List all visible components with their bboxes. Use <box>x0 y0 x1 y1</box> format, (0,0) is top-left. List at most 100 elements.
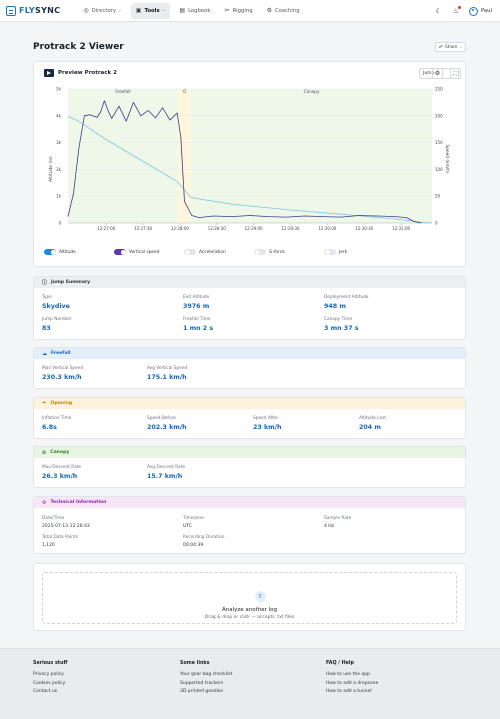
footer-link[interactable]: Your gear bag checklist <box>180 672 233 677</box>
field-label: Speed After <box>253 416 279 421</box>
field-value: 202.3 km/h <box>147 424 187 431</box>
field-value: 23 km/h <box>253 424 282 431</box>
y-left-tick-label: 0 <box>58 221 61 226</box>
brand-logo[interactable]: FLYSYNC <box>6 5 60 16</box>
footer-heading: FAQ / Help <box>326 661 354 666</box>
nav-item-tools[interactable]: ▣ Tools ⌄ <box>130 2 171 19</box>
nav-menu: ◎ Directory ⌄ ▣ Tools ⌄ ▤ Logbook ✂ Rigg… <box>78 0 308 22</box>
logo-icon <box>6 5 16 16</box>
field-sample-rate: Sample Rate 4 Hz <box>324 516 351 529</box>
y-left-tick-label: 2k <box>56 167 62 172</box>
top-nav: FLYSYNC ◎ Directory ⌄ ▣ Tools ⌄ ▤ Logboo… <box>0 0 500 22</box>
field-label: Avg Vertical Speed <box>147 366 188 371</box>
brand-name: FLYSYNC <box>19 6 60 15</box>
jump-summary-card: ⓘ Jump Summary Type Skydive Exit Altitude… <box>33 276 466 340</box>
x-tick-label: 12:28:00 <box>171 226 189 231</box>
field-label: Date/Time <box>42 516 65 521</box>
page-title: Protrack 2 Viewer <box>33 42 124 52</box>
x-tick-label: 12:30:30 <box>355 226 373 231</box>
section-header: ⓘ Jump Summary <box>34 277 465 288</box>
y-left-tick-label: 1k <box>56 194 62 199</box>
switch <box>184 249 196 255</box>
nav-item-label: Directory <box>91 7 117 14</box>
field-jump-number: Jump Number 83 <box>42 317 72 332</box>
nav-item-logbook[interactable]: ▤ Logbook <box>174 3 215 19</box>
fullscreen-button[interactable]: ⛶ <box>450 68 461 79</box>
x-tick-label: 12:28:30 <box>208 226 226 231</box>
y-right-tick-label: 0 <box>435 221 438 226</box>
field-speed-before: Speed Before 202.3 km/h <box>147 416 187 431</box>
footer-link[interactable]: How to add a dropzone <box>326 680 379 686</box>
y-left-tick-label: 3k <box>56 140 62 145</box>
section-header: ☂ Opening <box>34 398 465 409</box>
footer-link[interactable]: Privacy policy <box>33 672 64 677</box>
field-timezone: Timezone UTC <box>183 516 204 529</box>
upload-subtitle: Drag & drop or click — accepts .txt file… <box>204 615 295 620</box>
field-label: Total Data Points <box>42 535 78 540</box>
bell-icon[interactable]: ♨ <box>452 6 461 15</box>
chevron-down-icon: ⌄ <box>459 45 463 49</box>
toggle-acceleration[interactable]: Acceleration <box>184 249 226 255</box>
briefcase-icon: ▣ <box>135 7 142 14</box>
footer-link[interactable]: Supported trackers <box>180 680 224 686</box>
section-title: Jump Summary <box>51 280 91 285</box>
nav-item-coaching[interactable]: ⚙ Coaching <box>262 3 305 19</box>
field-freefall-time: Freefall Time 1 mn 2 s <box>183 317 213 332</box>
field-label: Exit Altitude <box>183 295 210 300</box>
settings-button[interactable]: ⚙ <box>432 68 443 79</box>
field-value: 175.1 km/h <box>147 374 187 381</box>
phase-label: Canopy <box>304 89 320 94</box>
upload-title: Analyze another log <box>221 607 278 613</box>
field-max-descent-rate: Max Descent Rate 26.3 km/h <box>42 465 81 480</box>
toggle-g-force[interactable]: G-force <box>254 249 285 255</box>
footer-link[interactable]: Contact us <box>33 689 58 694</box>
view-select-value: Jump <box>423 71 435 76</box>
toggle-label: G-force <box>269 249 285 255</box>
field-label: Avg Descent Rate <box>147 465 186 470</box>
switch <box>324 249 336 255</box>
toggle-label: Altitude <box>59 249 76 255</box>
vertical-speed-line <box>67 100 422 224</box>
field-altitude-lost: Altitude Lost 204 m <box>359 416 386 431</box>
share-button[interactable]: ☍ Share ⌄ <box>435 42 466 52</box>
switch <box>44 249 56 255</box>
x-tick-label: 12:27:30 <box>134 226 152 231</box>
footer-link[interactable]: Cookies policy <box>33 680 66 686</box>
cloud-icon: ☁ <box>42 350 47 357</box>
field-label: Deployment Altitude <box>324 295 369 300</box>
phase-label: O <box>183 89 187 94</box>
field-value: 26.3 km/h <box>42 473 78 480</box>
field-value: 1 mn 2 s <box>183 325 214 332</box>
section-title: Canopy <box>50 450 70 455</box>
toggle-label: Vertical speed <box>129 249 160 255</box>
brand-fly: FLY <box>19 6 36 15</box>
field-value: Skydive <box>42 303 70 310</box>
chevron-down-icon: ⌄ <box>161 8 166 13</box>
toggle-jerk[interactable]: Jerk <box>324 249 347 255</box>
file-dropzone[interactable]: ⇧ Analyze another log Drag & drop or cli… <box>42 572 457 624</box>
footer-link[interactable]: How to use the app <box>326 672 370 677</box>
field-label: Max Vertical Speed <box>42 366 84 371</box>
field-speed-after: Speed After 23 km/h <box>253 416 282 431</box>
field-label: Timezone <box>183 516 204 521</box>
nav-item-directory[interactable]: ◎ Directory ⌄ <box>78 3 126 19</box>
y-left-tick-label: 4k <box>56 113 62 118</box>
y-left-tick-label: 5k <box>56 87 62 92</box>
footer-link[interactable]: How to add a tunnel <box>326 689 372 694</box>
share-icon: ☍ <box>438 44 443 50</box>
nav-item-label: Rigging <box>232 7 253 14</box>
nav-item-rigging[interactable]: ✂ Rigging <box>219 3 257 19</box>
opening-card: ☂ Opening Inflation Time 6.8s Speed Befor… <box>33 397 466 439</box>
footer-link[interactable]: 3D printed goodies <box>180 689 223 694</box>
user-menu[interactable]: Paul <box>468 6 492 16</box>
jump-chart[interactable]: Freefall O Canopy 0 1k 2k 3k 4k 5k 0 50 100 150 200… <box>34 84 467 244</box>
y-right-tick-label: 150 <box>435 140 443 145</box>
toggle-vertical-speed[interactable]: Vertical speed <box>114 249 159 255</box>
notification-dot <box>457 6 461 9</box>
moon-icon[interactable]: ☾ <box>435 7 442 15</box>
field-value: 230.3 km/h <box>42 374 82 381</box>
switch <box>254 249 266 255</box>
field-canopy-time: Canopy Time 3 mn 37 s <box>324 317 359 332</box>
section-title: Technical Information <box>50 500 107 505</box>
toggle-altitude[interactable]: Altitude <box>44 249 76 255</box>
